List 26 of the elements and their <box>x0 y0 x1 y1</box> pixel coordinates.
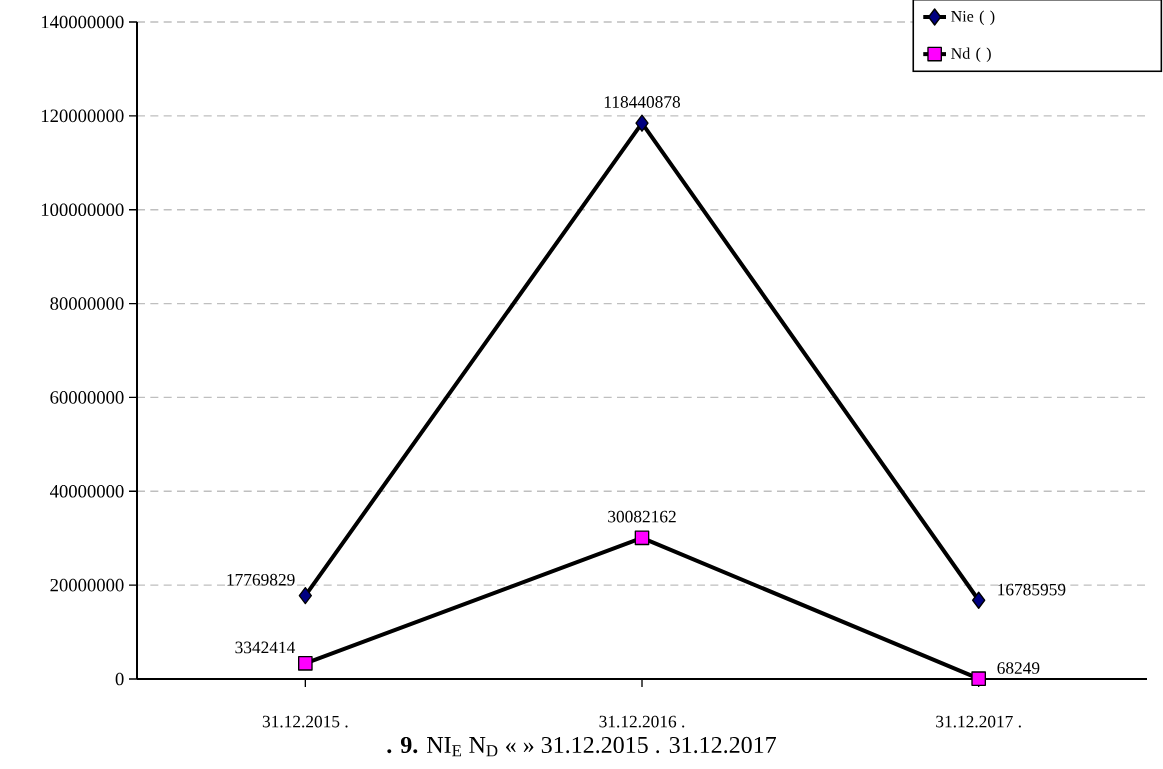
y-tick-label: 100000000 <box>41 203 124 217</box>
data-label: 16785959 <box>998 583 1066 596</box>
data-label: 118440878 <box>604 96 681 108</box>
x-tick-label: 31.12.2015 . <box>262 715 348 728</box>
data-label: 17769829 <box>227 573 295 586</box>
y-tick-label: 120000000 <box>41 109 124 123</box>
data-label: 68249 <box>997 662 1040 674</box>
y-tick-label: 0 <box>115 672 124 686</box>
data-label: 3342414 <box>235 641 296 654</box>
y-tick-label: 140000000 <box>41 15 124 29</box>
point <box>634 530 650 546</box>
legend-label: Nie ( ) <box>951 10 995 25</box>
legend-label: Nd ( ) <box>951 47 991 63</box>
point <box>635 114 649 132</box>
point <box>972 591 986 609</box>
point <box>298 655 313 671</box>
point <box>971 671 987 687</box>
x-tick-label: 31.12.2017 . <box>936 715 1021 728</box>
y-tick-label: 60000000 <box>50 391 124 404</box>
x-tick-label: 31.12.2016 . <box>599 715 685 728</box>
y-tick-label: 80000000 <box>50 297 124 310</box>
y-tick-label: 40000000 <box>49 484 124 498</box>
data-label: 30082162 <box>608 510 676 523</box>
text: . 9. NI$_{E}$ N$_{D}$ « » 31.12.2015 . 31.12.2017 <box>387 736 776 757</box>
point <box>298 586 313 605</box>
y-tick-label: 20000000 <box>50 578 124 592</box>
